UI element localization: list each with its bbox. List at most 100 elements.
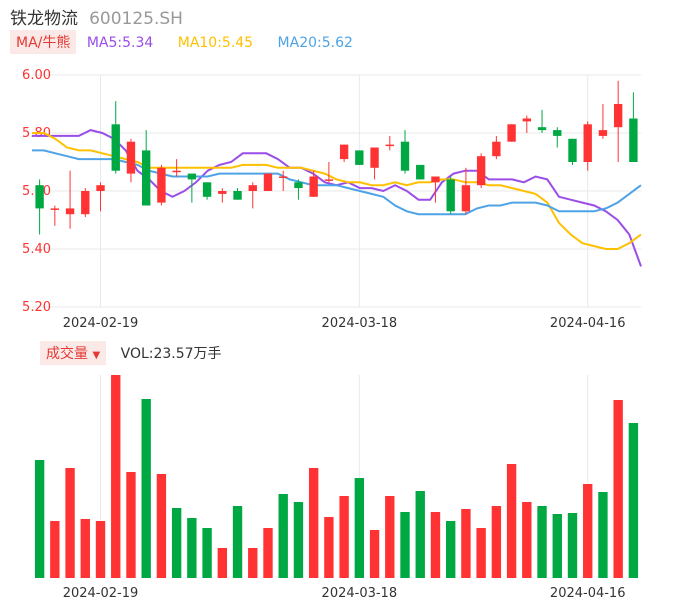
candle-body <box>233 191 242 200</box>
volume-bar <box>491 506 502 578</box>
volume-x-tick-label: 2024-04-16 <box>550 586 626 601</box>
volume-bar <box>65 468 75 578</box>
candle <box>263 173 273 191</box>
volume-bar <box>385 496 395 578</box>
ma-legend: MA/牛熊 MA5:5.34 MA10:5.45 MA20:5.62 <box>10 30 373 54</box>
candle <box>324 162 334 183</box>
candle-body <box>96 185 105 191</box>
candle <box>507 124 516 142</box>
candle-body <box>339 144 349 160</box>
candle <box>416 164 425 180</box>
volume-bar <box>187 518 197 578</box>
candle-body <box>324 179 334 181</box>
x-tick-label: 2024-03-18 <box>322 316 398 331</box>
candle <box>446 176 455 215</box>
volume-bar <box>278 494 288 578</box>
volume-bar <box>202 528 212 578</box>
candle-body <box>126 141 136 174</box>
volume-legend: 成交量 ▼ VOL:23.57万手 <box>40 341 222 365</box>
ma5-label: MA5:5.34 <box>86 35 154 51</box>
candle-body <box>50 208 60 210</box>
candle <box>233 188 242 200</box>
candle-body <box>370 147 379 168</box>
candle-body <box>537 127 547 131</box>
volume-bar <box>552 514 562 578</box>
volume-bar <box>415 491 425 578</box>
volume-type-label: 成交量 <box>46 346 88 362</box>
volume-bar <box>522 502 532 578</box>
candle-body <box>111 124 120 171</box>
candle-body <box>476 156 486 186</box>
stock-header: 铁龙物流 600125.SH <box>10 4 183 29</box>
candle <box>385 135 394 151</box>
candle-body <box>172 170 181 173</box>
volume-bar <box>613 400 623 578</box>
candle <box>65 170 75 229</box>
candle-body <box>446 179 455 212</box>
candle-body <box>294 182 303 189</box>
volume-bar <box>628 423 639 578</box>
candle <box>279 170 288 191</box>
volume-bar <box>430 512 441 578</box>
candle-body <box>568 138 577 162</box>
candle <box>294 179 303 200</box>
x-tick-label: 2024-04-16 <box>550 316 626 331</box>
volume-bar <box>537 506 547 578</box>
y-tick-label: 5.40 <box>22 242 51 257</box>
candle <box>522 115 531 133</box>
candle-body <box>553 130 562 136</box>
volume-bar <box>141 399 151 578</box>
candle-body <box>248 185 257 191</box>
candle-body <box>355 150 364 165</box>
candle <box>339 144 349 162</box>
candle <box>96 182 105 212</box>
x-tick-label: 2024-02-19 <box>63 316 139 331</box>
caret-down-icon: ▼ <box>92 350 101 361</box>
volume-bar <box>476 528 486 578</box>
volume-type-selector[interactable]: 成交量 ▼ <box>40 341 107 365</box>
candle <box>142 130 151 206</box>
candle <box>492 135 501 160</box>
candle-body <box>65 208 75 215</box>
candle-body <box>309 176 318 197</box>
volume-value: VOL:23.57万手 <box>120 346 222 362</box>
ma5-line <box>32 129 642 267</box>
volume-bar <box>80 519 90 578</box>
ma20-label: MA20:5.62 <box>277 35 353 51</box>
candle <box>370 147 379 180</box>
volume-bar <box>339 496 349 578</box>
candle-body <box>598 130 608 136</box>
volume-bar <box>293 502 304 578</box>
candle-body <box>431 176 440 183</box>
candle <box>157 164 166 206</box>
candle <box>537 109 547 133</box>
candle <box>583 121 592 171</box>
candle <box>111 101 120 174</box>
candle-body <box>385 144 394 147</box>
candle <box>461 167 471 215</box>
candle-body <box>400 141 410 171</box>
volume-bar <box>248 548 258 578</box>
candle <box>35 179 44 235</box>
volume-bar <box>95 521 106 578</box>
candle <box>400 130 410 174</box>
candle <box>598 104 608 139</box>
candle-body <box>583 124 592 162</box>
volume-bar <box>217 548 227 578</box>
ma-type-selector[interactable]: MA/牛熊 <box>10 30 77 54</box>
candle-body <box>187 173 197 180</box>
candle <box>187 173 197 203</box>
volume-bar <box>567 513 578 578</box>
volume-bar <box>354 478 365 578</box>
candle <box>476 153 486 189</box>
candle-body <box>263 173 273 191</box>
volume-bar <box>400 512 410 578</box>
candle <box>248 182 257 209</box>
candle-body <box>629 118 638 162</box>
volume-bar <box>598 492 608 578</box>
candle-body <box>81 191 90 215</box>
volume-x-tick-label: 2024-03-18 <box>322 586 398 601</box>
candle-body <box>492 141 501 157</box>
candle <box>431 176 440 203</box>
volume-bar <box>111 375 121 578</box>
